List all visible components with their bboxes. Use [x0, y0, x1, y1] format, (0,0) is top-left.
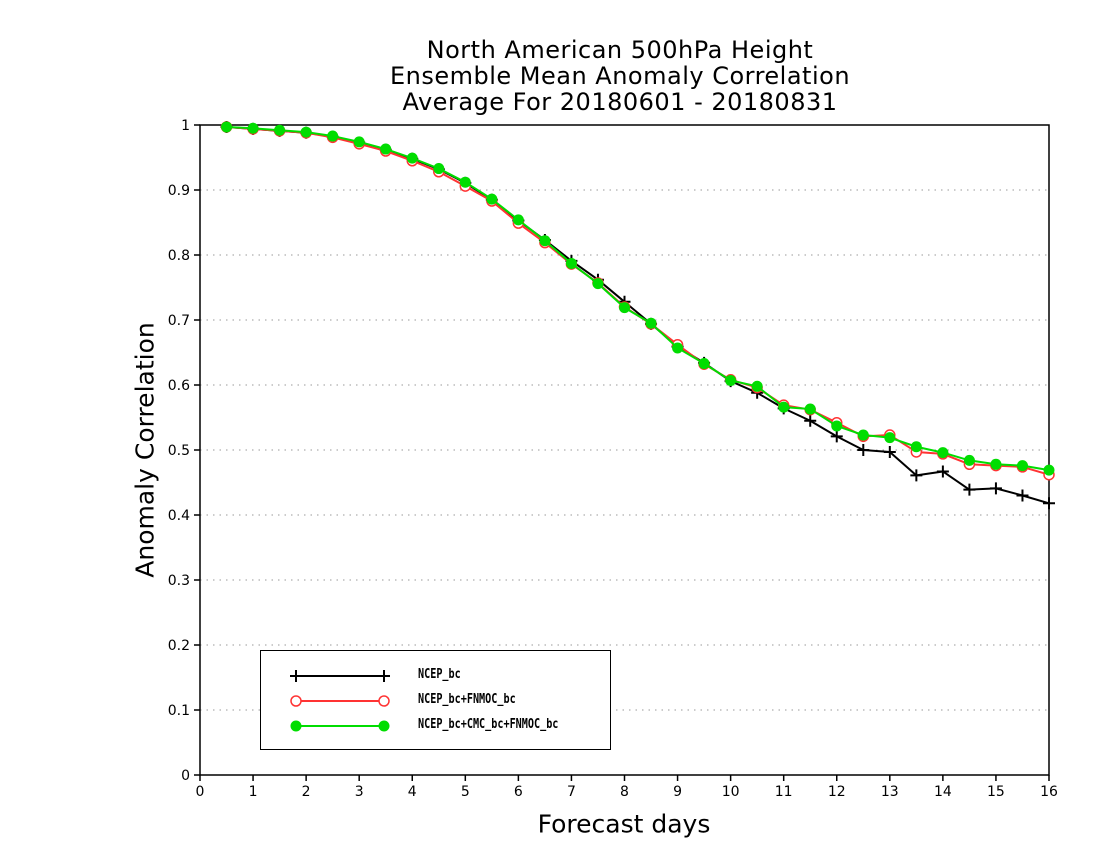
point-ncep-bc-27 — [936, 465, 949, 478]
point-ncep-bc-cmc-bc-fnmoc-bc-22 — [804, 403, 816, 415]
x-tick-label-7: 7 — [567, 784, 576, 800]
series-ncep-bc-fnmoc-bc — [220, 121, 1055, 481]
x-tick-label-6: 6 — [514, 784, 523, 800]
legend-swatch-ncep-cmc-fnmoc — [290, 720, 390, 732]
point-ncep-bc-cmc-bc-fnmoc-bc-10 — [486, 193, 498, 205]
series-line-ncep-bc-cmc-bc-fnmoc-bc — [226, 125, 1050, 472]
y-tick-label-2: 0.2 — [168, 638, 190, 654]
point-ncep-bc-cmc-bc-fnmoc-bc-11 — [512, 214, 524, 226]
point-ncep-bc-cmc-bc-fnmoc-bc-4 — [327, 130, 339, 142]
x-tick-label-11: 11 — [775, 784, 793, 800]
point-ncep-bc-cmc-bc-fnmoc-bc-28 — [963, 454, 975, 466]
series-group — [220, 120, 1055, 510]
series-ncep-bc-cmc-bc-fnmoc-bc — [221, 121, 1055, 476]
point-ncep-bc-cmc-bc-fnmoc-bc-15 — [619, 302, 630, 314]
point-ncep-bc-cmc-bc-fnmoc-bc-30 — [1016, 460, 1028, 472]
point-ncep-bc-cmc-bc-fnmoc-bc-9 — [459, 176, 471, 188]
y-tick-label-10: 1 — [181, 118, 190, 134]
point-ncep-bc-cmc-bc-fnmoc-bc-24 — [857, 429, 869, 441]
legend: NCEP_bc NCEP_bc+FNMOC_bc NCEP_bc+CMC_bc+… — [260, 650, 611, 750]
point-ncep-bc-cmc-bc-fnmoc-bc-16 — [645, 317, 657, 329]
point-ncep-bc-26 — [910, 469, 923, 482]
y-tick-label-9: 0.9 — [168, 183, 190, 199]
point-ncep-bc-30 — [1016, 489, 1029, 502]
y-tick-label-7: 0.7 — [168, 313, 190, 329]
point-ncep-bc-cmc-bc-fnmoc-bc-3 — [300, 126, 312, 138]
point-ncep-bc-cmc-bc-fnmoc-bc-12 — [539, 235, 551, 247]
point-ncep-bc-cmc-bc-fnmoc-bc-26 — [910, 441, 922, 453]
y-tick-label-8: 0.8 — [168, 248, 190, 264]
chart-title-line-2: Ensemble Mean Anomaly Correlation — [389, 62, 851, 90]
point-ncep-bc-cmc-bc-fnmoc-bc-18 — [698, 358, 710, 370]
x-tick-label-2: 2 — [302, 784, 311, 800]
x-tick-label-13: 13 — [881, 784, 899, 800]
chart-title-line-1: North American 500hPa Height — [426, 36, 814, 64]
point-ncep-bc-cmc-bc-fnmoc-bc-31 — [1043, 464, 1055, 476]
point-ncep-bc-cmc-bc-fnmoc-bc-23 — [831, 420, 843, 432]
point-ncep-bc-23 — [830, 430, 843, 443]
legend-swatches — [290, 670, 390, 732]
y-tick-label-4: 0.4 — [168, 508, 190, 524]
legend-label-ncep-bc: NCEP_bc — [418, 667, 461, 682]
series-line-ncep-bc-fnmoc-bc — [226, 125, 1050, 476]
x-tick-label-16: 16 — [1040, 784, 1058, 800]
point-ncep-bc-22 — [804, 414, 817, 427]
point-ncep-bc-cmc-bc-fnmoc-bc-0 — [221, 121, 233, 133]
point-ncep-bc-29 — [989, 482, 1002, 495]
point-ncep-bc-cmc-bc-fnmoc-bc-14 — [592, 278, 604, 290]
x-tick-label-9: 9 — [673, 784, 682, 800]
point-ncep-bc-cmc-bc-fnmoc-bc-8 — [433, 163, 445, 175]
point-ncep-bc-cmc-bc-fnmoc-bc-20 — [751, 380, 763, 392]
x-tick-label-3: 3 — [355, 784, 364, 800]
point-ncep-bc-cmc-bc-fnmoc-bc-27 — [937, 447, 949, 459]
point-ncep-bc-25 — [883, 445, 896, 458]
x-tick-label-8: 8 — [620, 784, 629, 800]
legend-swatch-ncep-fnmoc — [290, 695, 390, 707]
y-axis-label: Anomaly Correlation — [130, 322, 160, 578]
point-ncep-bc-cmc-bc-fnmoc-bc-29 — [990, 458, 1002, 470]
legend-swatch-ncep-bc — [290, 670, 390, 682]
x-tick-label-15: 15 — [987, 784, 1005, 800]
y-tick-label-5: 0.5 — [168, 443, 190, 459]
point-ncep-bc-24 — [857, 444, 870, 456]
x-tick-label-12: 12 — [828, 784, 846, 800]
legend-label-ncep-cmc-fnmoc: NCEP_bc+CMC_bc+FNMOC_bc — [418, 717, 559, 732]
point-ncep-bc-31 — [1043, 497, 1055, 510]
x-tick-label-10: 10 — [722, 784, 740, 800]
point-ncep-bc-cmc-bc-fnmoc-bc-6 — [380, 143, 392, 155]
point-ncep-bc-cmc-bc-fnmoc-bc-17 — [672, 342, 684, 354]
axes: 00.10.20.30.40.50.60.70.80.910 1 2 3 4 5 6 7 8 9 1… — [168, 118, 1058, 800]
point-ncep-bc-cmc-bc-fnmoc-bc-19 — [725, 374, 737, 386]
x-tick-label-5: 5 — [461, 784, 470, 800]
y-tick-label-3: 0.3 — [168, 573, 190, 589]
x-tick-label-0: 0 — [196, 784, 205, 800]
point-ncep-bc-cmc-bc-fnmoc-bc-21 — [778, 401, 790, 413]
point-ncep-bc-cmc-bc-fnmoc-bc-1 — [247, 122, 259, 134]
x-tick-label-14: 14 — [934, 784, 952, 800]
point-ncep-bc-cmc-bc-fnmoc-bc-25 — [884, 432, 896, 444]
point-ncep-bc-cmc-bc-fnmoc-bc-2 — [274, 124, 286, 136]
y-tick-label-0: 0 — [181, 768, 190, 784]
x-axis-label: Forecast days — [537, 809, 711, 839]
x-tick-label-4: 4 — [408, 784, 417, 800]
point-ncep-bc-cmc-bc-fnmoc-bc-13 — [565, 257, 577, 269]
y-tick-label-6: 0.6 — [168, 378, 190, 394]
legend-label-ncep-fnmoc: NCEP_bc+FNMOC_bc — [418, 692, 516, 707]
x-tick-label-1: 1 — [249, 784, 258, 800]
point-ncep-bc-cmc-bc-fnmoc-bc-7 — [406, 152, 418, 164]
y-tick-label-1: 0.1 — [168, 703, 190, 719]
point-ncep-bc-cmc-bc-fnmoc-bc-5 — [353, 136, 365, 148]
chart-title-line-3: Average For 20180601 - 20180831 — [402, 88, 838, 116]
point-ncep-bc-28 — [963, 483, 976, 496]
